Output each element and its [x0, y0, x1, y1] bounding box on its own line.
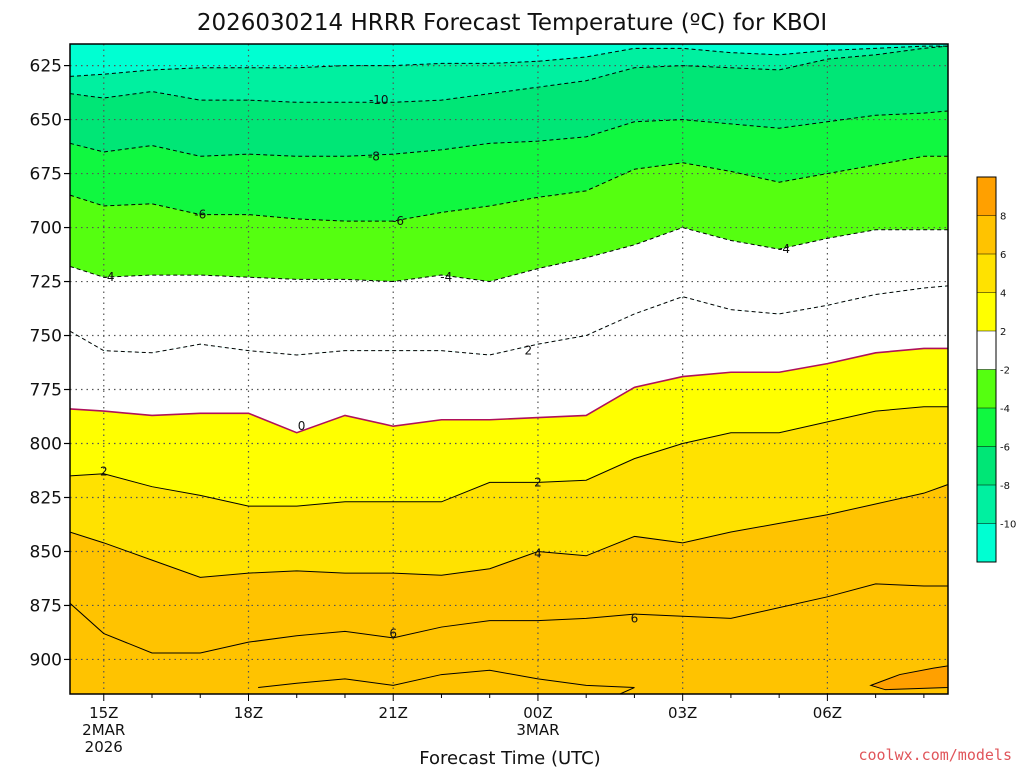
legend-label: 8 — [1000, 212, 1006, 223]
y-tick-label: 625 — [30, 57, 62, 77]
temperature-band — [70, 156, 948, 282]
color-legend: 8 6 4 2 -2 -4 -6 -8 -10 — [976, 176, 1016, 563]
x-tick-label: 00Z — [523, 704, 552, 722]
plot-fill-group: -10 -8 -6 -6 -4 -4 -4 2 0 2 2 4 6 6 — [70, 44, 948, 694]
legend-swatch — [977, 254, 996, 293]
legend-swatch — [977, 485, 996, 524]
legend-swatch — [977, 331, 996, 370]
isotherm-line — [70, 227, 948, 283]
legend-label: -4 — [1000, 404, 1010, 415]
y-tick-label: 775 — [30, 381, 62, 401]
x-tick-label: 2MAR — [82, 721, 125, 739]
y-tick-label: 900 — [30, 650, 62, 670]
x-tick-label: 06Z — [813, 704, 842, 722]
y-tick-label: 700 — [30, 219, 62, 239]
contour-label: -4 — [103, 270, 115, 284]
isotherm-line — [70, 285, 948, 356]
plot-frame — [69, 43, 949, 695]
contour-label: 2 — [524, 344, 532, 358]
y-tick-label: 675 — [30, 165, 62, 185]
contour-label: 2 — [100, 465, 108, 479]
temperature-band — [70, 484, 948, 653]
y-tick-label: 875 — [30, 596, 62, 616]
y-axis: 625 650 675 700 725 750 775 800 825 850 875 900 — [30, 57, 70, 670]
legend-label: -10 — [1000, 520, 1016, 531]
legend-label: 6 — [1000, 250, 1006, 261]
contour-label: 4 — [534, 547, 542, 561]
plot-area: -10 -8 -6 -6 -4 -4 -4 2 0 2 2 4 6 6 — [69, 43, 949, 695]
contour-label: -4 — [440, 270, 452, 284]
contour-label: -6 — [392, 214, 404, 228]
contour-label: -4 — [778, 242, 790, 256]
legend-swatch — [977, 215, 996, 254]
isotherm-line — [70, 406, 948, 507]
legend-swatch — [977, 408, 996, 447]
temperature-band — [70, 348, 948, 507]
legend-swatch — [977, 292, 996, 331]
temperature-band — [70, 110, 948, 222]
x-tick-label: 15Z — [89, 704, 118, 722]
chart-title: 2026030214 HRRR Forecast Temperature (ºC… — [197, 10, 827, 36]
x-tick-label: 2026 — [85, 738, 123, 756]
legend-label: -2 — [1000, 366, 1010, 377]
contour-label: 0 — [298, 419, 306, 433]
y-tick-label: 650 — [30, 111, 62, 131]
temperature-band — [70, 227, 948, 355]
isotherm-line — [70, 347, 948, 434]
contour-label: 6 — [389, 627, 397, 641]
temperature-band — [70, 46, 948, 103]
contour-label: 6 — [631, 611, 639, 625]
contour-label: -8 — [368, 149, 380, 163]
legend-label: 2 — [1000, 327, 1006, 338]
isotherm-line — [70, 583, 948, 654]
x-tick-label: 21Z — [379, 704, 408, 722]
contour-label: -6 — [194, 208, 206, 222]
y-tick-label: 725 — [30, 273, 62, 293]
isotherm-line — [70, 110, 948, 157]
isotherm-line — [70, 484, 948, 578]
x-tick-label: 03Z — [668, 704, 697, 722]
legend-swatch — [977, 177, 996, 216]
y-tick-label: 800 — [30, 435, 62, 455]
isotherm-line — [70, 155, 948, 222]
isotherm-line — [70, 45, 948, 77]
legend-label: -8 — [1000, 481, 1010, 492]
watermark-text: coolwx.com/models — [858, 746, 1012, 764]
y-tick-label: 850 — [30, 542, 62, 562]
y-tick-label: 750 — [30, 327, 62, 347]
legend-label: 4 — [1000, 289, 1006, 300]
legend-label: -6 — [1000, 443, 1010, 454]
legend-swatch — [977, 446, 996, 485]
legend-swatch — [977, 523, 996, 562]
y-tick-label: 825 — [30, 488, 62, 508]
temperature-band — [70, 285, 948, 433]
x-axis-label: Forecast Time (UTC) — [419, 748, 600, 768]
contour-label: -10 — [369, 93, 389, 107]
x-tick-label: 3MAR — [516, 721, 559, 739]
isotherm-line — [258, 669, 635, 694]
legend-swatch — [977, 369, 996, 408]
x-tick-label: 18Z — [234, 704, 263, 722]
temperature-band — [70, 46, 948, 157]
contour-label: 2 — [534, 475, 542, 489]
temperature-band — [70, 583, 948, 694]
temperature-band — [70, 406, 948, 578]
warm-patch — [869, 665, 948, 691]
